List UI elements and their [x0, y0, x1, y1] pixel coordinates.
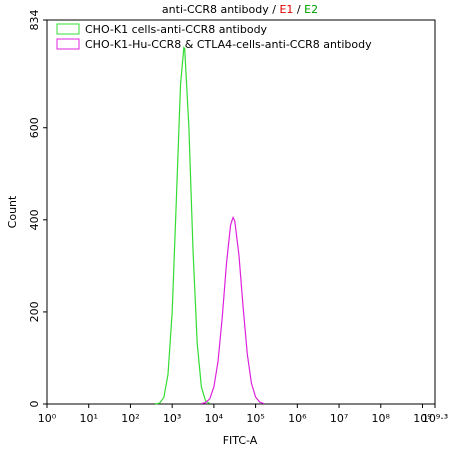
title-part: anti-CCR8 antibody — [162, 3, 269, 16]
plot-frame — [46, 19, 436, 405]
histogram-line — [201, 216, 265, 405]
title-part: E2 — [304, 3, 318, 16]
legend-label: CHO-K1 cells-anti-CCR8 antibody — [85, 23, 268, 36]
title-part: / — [293, 3, 304, 16]
x-tick-label: 10⁸ — [372, 412, 391, 425]
y-tick-label: 200 — [28, 301, 41, 322]
x-tick-label: 10⁹·³ — [422, 412, 448, 425]
x-tick-label: 10⁰ — [38, 412, 57, 425]
y-tick-label: 0 — [28, 401, 41, 408]
x-tick-label: 10⁷ — [330, 412, 348, 425]
legend-swatch — [56, 23, 80, 35]
y-tick-label: 400 — [28, 209, 41, 230]
legend-swatch — [56, 38, 80, 50]
y-tick-label: 600 — [28, 117, 41, 138]
x-tick-label: 10² — [121, 412, 139, 425]
title-part: E1 — [279, 3, 293, 16]
title-part: / — [269, 3, 280, 16]
x-tick-label: 10¹ — [80, 412, 98, 425]
y-tick-label: 834 — [28, 10, 41, 31]
y-axis-label: Count — [6, 195, 19, 228]
x-tick-label: 10³ — [163, 412, 181, 425]
x-tick-label: 10⁵ — [246, 412, 264, 425]
legend-label: CHO-K1-Hu-CCR8 & CTLA4-cells-anti-CCR8 a… — [85, 38, 372, 51]
x-axis-label: FITC-A — [223, 434, 258, 447]
chart-title: anti-CCR8 antibody / E1 / E2 — [162, 3, 318, 16]
histogram-line — [155, 46, 211, 405]
x-tick-label: 10⁹ — [413, 412, 431, 425]
x-tick-label: 10⁶ — [288, 412, 307, 425]
x-tick-label: 10⁴ — [205, 412, 224, 425]
